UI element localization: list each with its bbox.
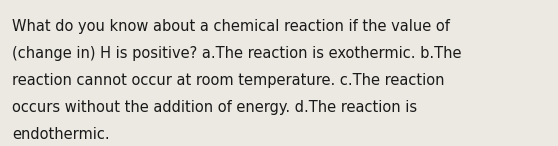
Text: endothermic.: endothermic. — [12, 127, 110, 142]
Text: occurs without the addition of energy. d.The reaction is: occurs without the addition of energy. d… — [12, 100, 417, 115]
Text: What do you know about a chemical reaction if the value of: What do you know about a chemical reacti… — [12, 19, 450, 34]
Text: reaction cannot occur at room temperature. c.The reaction: reaction cannot occur at room temperatur… — [12, 73, 445, 88]
Text: (change in) H is positive? a.The reaction is exothermic. b.The: (change in) H is positive? a.The reactio… — [12, 46, 462, 61]
